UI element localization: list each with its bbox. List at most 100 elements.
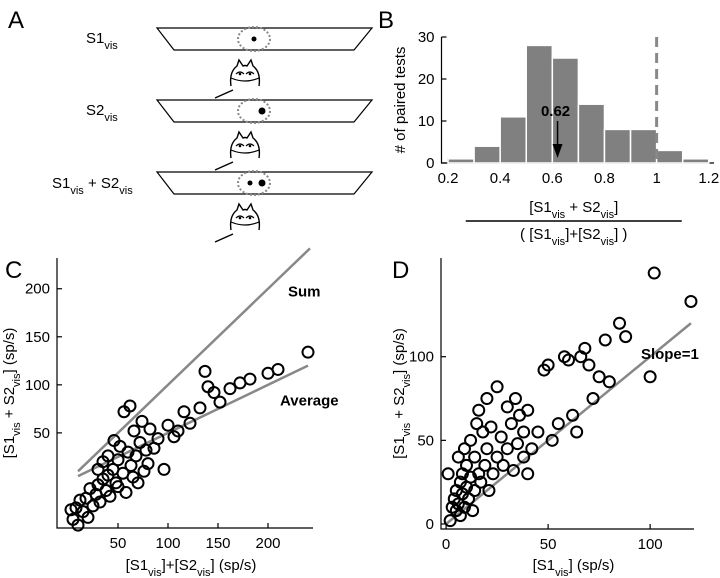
x-axis-label-denominator-part: ]+[S2 (565, 226, 600, 243)
condition-label: S1vis + S2vis (52, 175, 133, 197)
panel-letter: D (392, 257, 409, 284)
point (602, 375, 616, 389)
reference-line (77, 247, 311, 473)
point (494, 430, 508, 444)
x-axis-label-part: ] (sp/s) (211, 557, 257, 574)
point (223, 382, 237, 396)
stimulus (247, 180, 253, 186)
point (460, 458, 474, 472)
axis-line (440, 258, 694, 530)
point (443, 514, 457, 528)
point (476, 425, 490, 439)
point (480, 392, 494, 406)
x-tick-label: 100 (155, 535, 180, 552)
point (486, 467, 500, 481)
condition-label-part: S1 (52, 175, 70, 192)
point (592, 370, 606, 384)
y-axis-label-part: vis (11, 373, 23, 387)
point (271, 362, 285, 376)
point (545, 433, 559, 447)
condition-label: S2vis (86, 102, 118, 124)
y-tick-label: 100 (25, 377, 50, 394)
line-label: Slope=1 (641, 346, 699, 363)
point (613, 316, 627, 330)
bar (499, 116, 527, 164)
x-tick-label: 0.2 (438, 170, 459, 187)
receptive-field (237, 98, 271, 124)
point (198, 364, 212, 378)
point (464, 433, 478, 447)
x-axis-label-part: vis (148, 567, 162, 578)
point (243, 372, 257, 386)
point (521, 467, 535, 481)
x-tick-label: 50 (540, 536, 557, 553)
x-axis-label-numerator-part: ] (614, 199, 618, 216)
condition-label-part: vis (104, 40, 118, 52)
panel-letter: A (8, 7, 24, 34)
receptive-field (237, 26, 271, 52)
point (151, 432, 165, 446)
point (619, 330, 633, 344)
point (193, 401, 207, 415)
y-tick-label: 50 (417, 432, 434, 449)
point (213, 395, 227, 409)
y-tick-label: 200 (25, 281, 50, 298)
point (468, 484, 482, 498)
point (517, 450, 531, 464)
point (462, 492, 476, 506)
y-tick-label: 150 (25, 329, 50, 346)
x-axis-label-part: vis (555, 567, 569, 578)
x-tick-label: 100 (638, 536, 663, 553)
point (466, 504, 480, 518)
condition-label-part: + S2 (84, 175, 119, 192)
point (480, 442, 494, 456)
y-tick-label: 0 (426, 516, 434, 533)
point (111, 453, 125, 467)
screen (155, 99, 374, 123)
bar (577, 103, 606, 164)
point (684, 294, 698, 308)
point (143, 422, 157, 436)
point (482, 484, 496, 498)
y-tick-label: 30 (418, 29, 435, 46)
monkey (214, 203, 261, 243)
point (301, 345, 315, 359)
point (131, 476, 145, 490)
point (566, 408, 580, 422)
point (513, 408, 527, 422)
axis-line (56, 258, 313, 529)
reference-line (445, 322, 692, 525)
point (441, 467, 455, 481)
panel-a: A (8, 7, 374, 243)
condition-label-part: vis (70, 185, 84, 197)
bar (603, 128, 632, 164)
x-axis-label-denominator-part: ] ) (614, 226, 627, 243)
point (123, 399, 137, 413)
bar (473, 145, 501, 164)
arrow-head (552, 144, 563, 158)
point (464, 470, 478, 484)
y-axis-label-part: ] (sp/s) (1, 328, 18, 374)
x-axis-label: [S1vis] (sp/s) (533, 557, 615, 578)
x-axis-label-numerator: [S1vis + S2vis] (529, 199, 618, 221)
condition-label: S1vis (86, 30, 118, 52)
point (647, 266, 661, 280)
x-axis-label-numerator-part: vis (601, 209, 615, 221)
point (500, 442, 514, 456)
point (582, 358, 596, 372)
point (157, 462, 171, 476)
y-axis-label-part: + S2 (391, 387, 408, 422)
point (490, 380, 504, 394)
point (468, 450, 482, 464)
point (177, 405, 191, 419)
panel-letter: C (5, 257, 22, 284)
point (86, 499, 100, 513)
point (207, 386, 221, 400)
x-tick-label: 200 (255, 535, 280, 552)
y-axis-label-part: + S2 (1, 387, 18, 422)
x-axis-label: [S1vis]+[S2vis] (sp/s) (126, 557, 257, 578)
y-axis-label-part: vis (401, 373, 413, 387)
reference-line (77, 364, 309, 478)
monkey (214, 59, 261, 99)
